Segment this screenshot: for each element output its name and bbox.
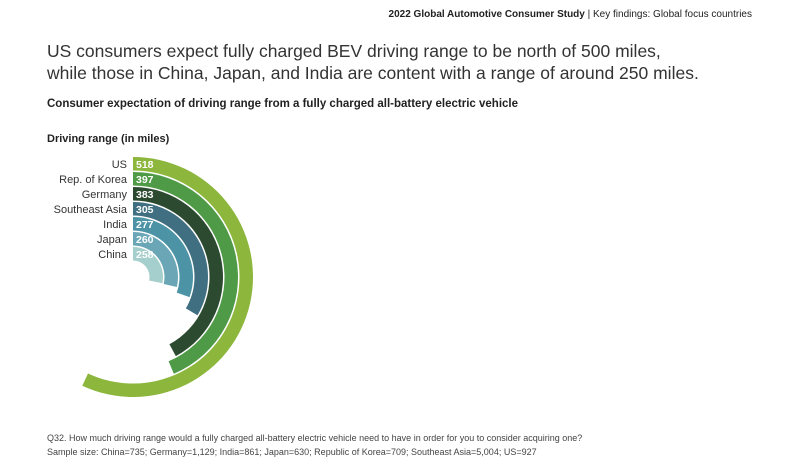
footnote: Q32. How much driving range would a full…: [47, 431, 582, 459]
bar-india: [133, 217, 193, 298]
bar-japan: [133, 232, 178, 288]
chart-title: Consumer expectation of driving range fr…: [47, 98, 518, 110]
bar-rep-of-korea: [133, 172, 239, 374]
category-label-southeast-asia: Southeast Asia: [54, 204, 128, 216]
value-label-india: 277: [136, 219, 154, 231]
value-label-japan: 260: [136, 234, 154, 246]
headline-line-2: while those in China, Japan, and India a…: [47, 63, 699, 83]
value-label-china: 258: [136, 249, 154, 261]
bar-china: [133, 247, 164, 284]
category-label-us: US: [112, 159, 127, 171]
category-label-japan: Japan: [97, 234, 127, 246]
bar-germany: [133, 187, 224, 357]
headline: US consumers expect fully charged BEV dr…: [47, 40, 747, 84]
value-label-us: 518: [136, 159, 154, 171]
category-label-germany: Germany: [82, 189, 128, 201]
study-name: 2022 Global Automotive Consumer Study: [388, 9, 585, 20]
value-label-germany: 383: [136, 189, 154, 201]
category-label-rep-of-korea: Rep. of Korea: [59, 174, 128, 186]
axis-title: Driving range (in miles): [47, 133, 170, 145]
category-label-india: India: [103, 219, 128, 231]
headline-line-1: US consumers expect fully charged BEV dr…: [47, 41, 661, 61]
section-name: Key findings: Global focus countries: [593, 9, 752, 20]
category-label-china: China: [98, 249, 128, 261]
header-separator: |: [584, 9, 594, 20]
footnote-sample-size: Sample size: China=735; Germany=1,129; I…: [47, 447, 537, 457]
bar-southeast-asia: [133, 202, 208, 316]
report-header: 2022 Global Automotive Consumer Study | …: [389, 9, 752, 20]
value-label-southeast-asia: 305: [136, 204, 154, 216]
value-label-rep-of-korea: 397: [136, 174, 154, 186]
footnote-question: Q32. How much driving range would a full…: [47, 433, 583, 443]
